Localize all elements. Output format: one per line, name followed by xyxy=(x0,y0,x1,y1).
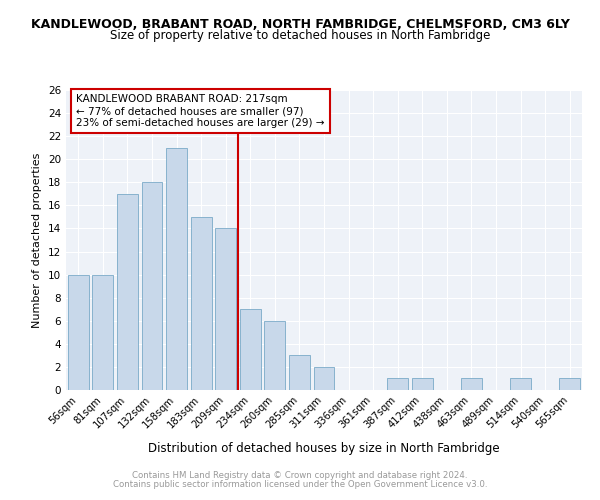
Text: Contains public sector information licensed under the Open Government Licence v3: Contains public sector information licen… xyxy=(113,480,487,489)
Bar xyxy=(289,356,310,390)
Bar xyxy=(68,274,89,390)
Bar xyxy=(387,378,408,390)
Bar xyxy=(92,274,113,390)
Y-axis label: Number of detached properties: Number of detached properties xyxy=(32,152,43,328)
X-axis label: Distribution of detached houses by size in North Fambridge: Distribution of detached houses by size … xyxy=(148,442,500,454)
Bar xyxy=(510,378,531,390)
Bar xyxy=(142,182,163,390)
Bar xyxy=(314,367,334,390)
Bar xyxy=(412,378,433,390)
Text: KANDLEWOOD BRABANT ROAD: 217sqm
← 77% of detached houses are smaller (97)
23% of: KANDLEWOOD BRABANT ROAD: 217sqm ← 77% of… xyxy=(76,94,325,128)
Bar xyxy=(461,378,482,390)
Bar xyxy=(215,228,236,390)
Text: KANDLEWOOD, BRABANT ROAD, NORTH FAMBRIDGE, CHELMSFORD, CM3 6LY: KANDLEWOOD, BRABANT ROAD, NORTH FAMBRIDG… xyxy=(31,18,569,30)
Bar xyxy=(117,194,138,390)
Bar xyxy=(559,378,580,390)
Bar xyxy=(240,309,261,390)
Bar xyxy=(265,321,286,390)
Bar xyxy=(166,148,187,390)
Bar xyxy=(191,217,212,390)
Text: Contains HM Land Registry data © Crown copyright and database right 2024.: Contains HM Land Registry data © Crown c… xyxy=(132,471,468,480)
Text: Size of property relative to detached houses in North Fambridge: Size of property relative to detached ho… xyxy=(110,29,490,42)
